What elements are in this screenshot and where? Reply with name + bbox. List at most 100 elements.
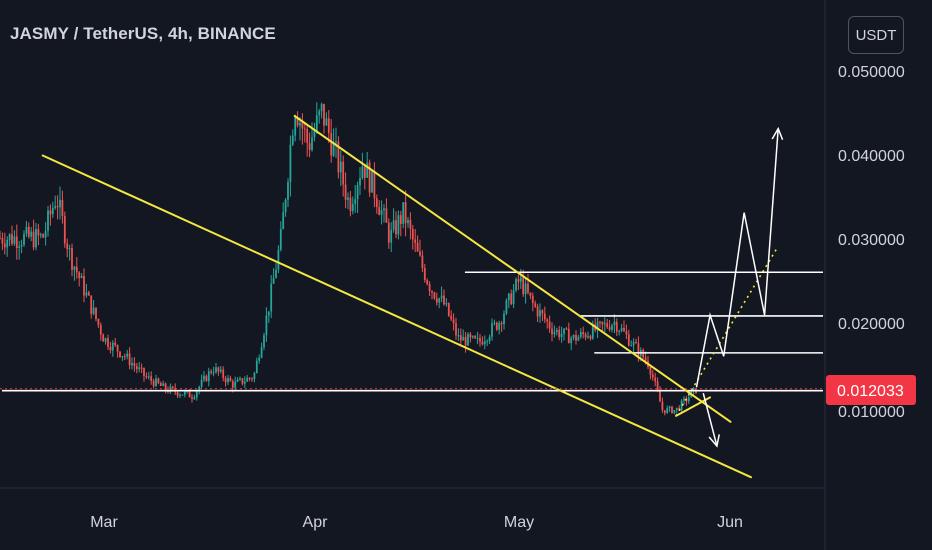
candle [469, 331, 472, 343]
candle [668, 405, 671, 412]
candle [507, 292, 510, 309]
candle [23, 230, 25, 247]
candle [150, 371, 153, 385]
candle [63, 211, 66, 248]
candle [601, 321, 604, 332]
candle [349, 191, 352, 217]
candle [385, 198, 388, 223]
candle [411, 224, 414, 250]
candle [234, 376, 237, 391]
candle [426, 278, 429, 286]
candle [253, 371, 256, 383]
candle [354, 184, 357, 213]
candle [476, 331, 479, 345]
projection-paths[interactable] [675, 126, 784, 448]
candle [440, 286, 443, 303]
candle [294, 114, 297, 142]
candle [152, 378, 155, 389]
candle [289, 135, 292, 197]
candle [435, 292, 438, 306]
candle [327, 110, 330, 143]
candle [563, 328, 565, 341]
candle [553, 325, 556, 338]
y-tick-label: 0.040000 [838, 148, 905, 165]
candle [577, 334, 580, 341]
candle [618, 329, 621, 336]
candle [217, 366, 220, 376]
candle [109, 341, 112, 354]
candle [608, 320, 611, 332]
bearish-projection-path[interactable] [702, 393, 718, 447]
candle [308, 132, 311, 158]
candle [123, 353, 126, 361]
candle [375, 194, 378, 214]
currency-button[interactable]: USDT [848, 16, 904, 54]
candle [159, 381, 162, 387]
candle [680, 398, 683, 414]
candle [467, 332, 469, 346]
candle [611, 323, 613, 333]
candle [517, 274, 520, 291]
candle [61, 190, 64, 224]
candle [666, 405, 669, 414]
candle [356, 181, 359, 213]
candle [13, 230, 16, 246]
trendline[interactable] [293, 115, 732, 423]
candle [351, 196, 354, 215]
candle [56, 195, 59, 220]
candle [344, 172, 347, 209]
candle [75, 257, 78, 279]
candle [591, 320, 594, 340]
candle [135, 363, 138, 374]
candle [121, 355, 124, 361]
candle [111, 340, 114, 357]
candle [407, 217, 409, 228]
candle [243, 376, 246, 388]
chart-title: JASMY / TetherUS, 4h, BINANCE [10, 24, 276, 43]
candle [210, 369, 213, 375]
candle [92, 300, 95, 316]
candle [445, 298, 448, 307]
candle [529, 292, 532, 300]
candle [423, 263, 426, 283]
trendline[interactable] [41, 154, 752, 479]
candle [179, 392, 181, 399]
candle [462, 329, 465, 341]
candle [361, 152, 364, 180]
candle [212, 366, 215, 377]
candle [270, 275, 273, 319]
candle [560, 326, 563, 343]
candle [447, 302, 450, 317]
candle [570, 335, 573, 351]
candle [66, 238, 69, 258]
candle [589, 334, 592, 341]
candle [90, 295, 93, 319]
y-tick-label: 0.050000 [838, 64, 905, 81]
candle [579, 328, 582, 339]
candle [27, 222, 30, 239]
candle [15, 224, 18, 260]
candle [539, 303, 541, 323]
candle [455, 317, 457, 340]
candle [546, 317, 549, 329]
candle [272, 268, 275, 284]
candle [486, 339, 489, 347]
candle [671, 405, 673, 414]
candle [457, 328, 460, 341]
candle [625, 324, 628, 340]
candle [265, 307, 268, 343]
candle [479, 333, 481, 347]
candle [505, 298, 508, 316]
candle [531, 292, 534, 312]
candle [359, 166, 361, 195]
candle [587, 331, 589, 339]
candle [685, 395, 688, 406]
bullish-projection-path[interactable] [695, 128, 779, 388]
candle [325, 112, 328, 126]
candle [277, 245, 280, 274]
candle [251, 377, 253, 382]
trendlines[interactable] [41, 115, 752, 479]
candle [119, 351, 121, 359]
candle [363, 166, 366, 190]
